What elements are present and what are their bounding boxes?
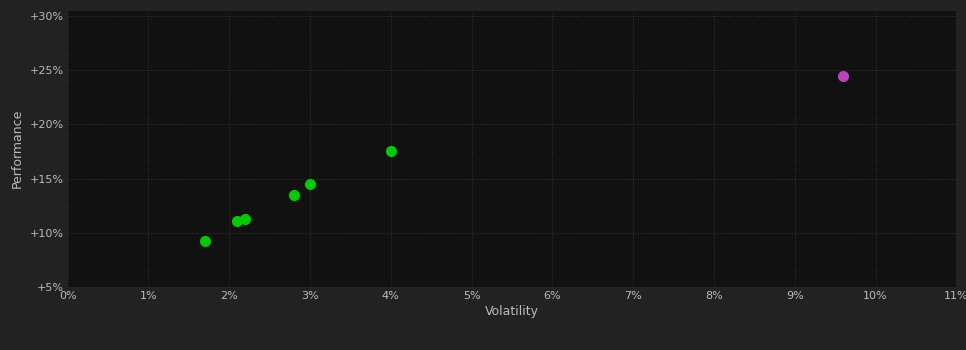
X-axis label: Volatility: Volatility (485, 305, 539, 318)
Y-axis label: Performance: Performance (11, 109, 24, 188)
